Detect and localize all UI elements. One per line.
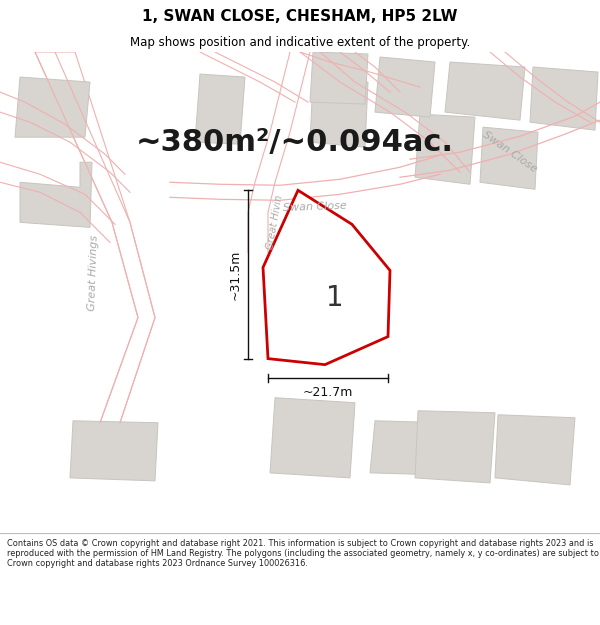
Polygon shape <box>310 80 368 148</box>
Polygon shape <box>415 411 495 483</box>
Polygon shape <box>270 398 355 478</box>
Polygon shape <box>375 57 435 117</box>
Text: Swan Close: Swan Close <box>283 201 347 213</box>
Polygon shape <box>415 114 475 184</box>
Text: ~31.5m: ~31.5m <box>229 249 242 299</box>
Polygon shape <box>15 77 90 137</box>
Text: Contains OS data © Crown copyright and database right 2021. This information is : Contains OS data © Crown copyright and d… <box>7 539 599 568</box>
Polygon shape <box>263 190 390 364</box>
Text: ~21.7m: ~21.7m <box>303 386 353 399</box>
Polygon shape <box>530 67 598 130</box>
Polygon shape <box>20 162 92 228</box>
Polygon shape <box>310 52 368 104</box>
Text: Map shows position and indicative extent of the property.: Map shows position and indicative extent… <box>130 36 470 49</box>
Polygon shape <box>70 421 158 481</box>
Text: Great Hivin: Great Hivin <box>265 194 285 251</box>
Polygon shape <box>195 74 245 144</box>
Polygon shape <box>480 127 538 189</box>
Text: ~380m²/~0.094ac.: ~380m²/~0.094ac. <box>136 127 454 157</box>
Text: Swan Close: Swan Close <box>481 130 539 174</box>
Polygon shape <box>370 421 445 475</box>
Polygon shape <box>445 62 525 120</box>
Text: 1: 1 <box>326 284 344 311</box>
Text: Great Hivings: Great Hivings <box>86 234 100 311</box>
Text: 1, SWAN CLOSE, CHESHAM, HP5 2LW: 1, SWAN CLOSE, CHESHAM, HP5 2LW <box>142 9 458 24</box>
Polygon shape <box>495 415 575 485</box>
